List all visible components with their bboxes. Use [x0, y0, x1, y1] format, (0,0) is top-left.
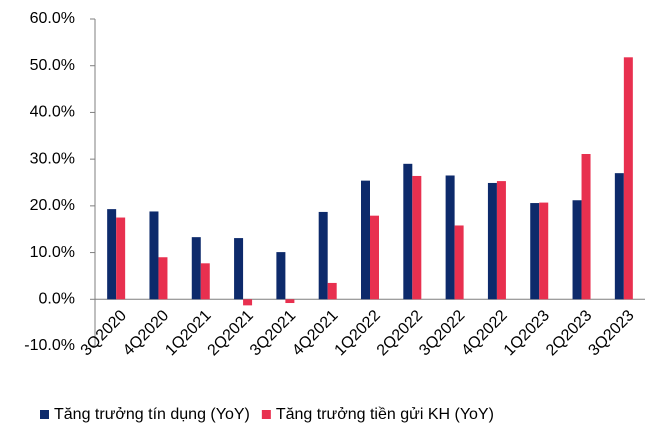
- bar: [318, 211, 328, 300]
- bar: [158, 257, 168, 300]
- legend-swatch: [40, 410, 49, 419]
- bar: [496, 181, 506, 300]
- bar: [243, 299, 253, 306]
- bar: [487, 182, 497, 300]
- x-tick-label: 2Q2021: [205, 307, 257, 359]
- bar: [403, 163, 413, 300]
- x-tick-label: 2Q2022: [374, 307, 426, 359]
- x-tick-label: 1Q2023: [501, 307, 553, 359]
- bar: [276, 252, 286, 300]
- y-tick-label: -10.0%: [24, 337, 75, 354]
- legend-swatch: [261, 410, 271, 419]
- y-tick-label: 20.0%: [30, 197, 75, 214]
- y-tick-label: 30.0%: [30, 150, 75, 167]
- legend-label: Tăng trưởng tín dụng (YoY): [54, 406, 250, 423]
- bar: [370, 215, 379, 300]
- legend-label: Tăng trưởng tiền gửi KH (YoY): [276, 406, 494, 423]
- x-tick-label: 2Q2023: [543, 307, 595, 359]
- x-tick-label: 1Q2022: [332, 307, 384, 359]
- x-tick-label: 3Q2021: [247, 307, 299, 359]
- bar: [191, 237, 201, 300]
- bar: [234, 238, 244, 300]
- bar: [623, 57, 633, 300]
- bar: [614, 173, 624, 300]
- bar: [200, 263, 210, 300]
- y-tick-label: 0.0%: [39, 291, 75, 308]
- bar: [539, 202, 549, 300]
- bar: [572, 200, 582, 300]
- bar: [454, 225, 464, 300]
- bar: [285, 299, 295, 304]
- bar: [327, 282, 337, 300]
- bar: [149, 211, 159, 300]
- x-tick-label: 3Q2020: [78, 307, 130, 359]
- bar: [530, 203, 540, 300]
- y-tick-label: 60.0%: [30, 10, 75, 27]
- x-tick-label: 3Q2022: [416, 307, 468, 359]
- y-tick-label: 50.0%: [30, 57, 75, 74]
- x-tick-label: 3Q2023: [585, 307, 637, 359]
- y-tick-label: 40.0%: [30, 104, 75, 121]
- x-tick-label: 4Q2021: [289, 307, 341, 359]
- bar: [116, 217, 126, 300]
- x-tick-label: 1Q2021: [162, 307, 214, 359]
- y-tick-label: 10.0%: [30, 244, 75, 261]
- bar: [445, 175, 455, 300]
- bar: [581, 154, 591, 300]
- x-tick-label: 4Q2020: [120, 307, 172, 359]
- bar: [361, 180, 370, 300]
- x-tick-label: 4Q2022: [458, 307, 510, 359]
- bar: [412, 175, 422, 300]
- bar: [107, 209, 117, 300]
